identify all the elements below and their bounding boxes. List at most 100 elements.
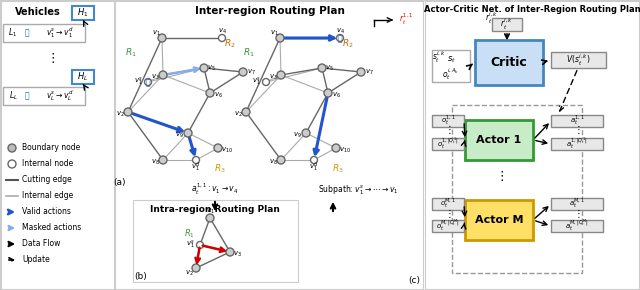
Circle shape xyxy=(277,71,285,79)
Circle shape xyxy=(276,34,284,42)
Circle shape xyxy=(206,214,214,222)
Text: $a_t^{M,|Q_t^M|}$: $a_t^{M,|Q_t^M|}$ xyxy=(565,218,589,234)
Circle shape xyxy=(242,108,250,116)
Text: $R_1$: $R_1$ xyxy=(125,47,137,59)
Circle shape xyxy=(277,156,285,164)
Text: 🚙: 🚙 xyxy=(25,92,29,101)
Circle shape xyxy=(8,144,16,152)
Text: $v_4$: $v_4$ xyxy=(218,26,227,36)
Text: Internal edge: Internal edge xyxy=(22,191,73,200)
Circle shape xyxy=(145,79,152,86)
Text: Masked actions: Masked actions xyxy=(22,224,81,233)
Text: Actor 1: Actor 1 xyxy=(476,135,522,145)
Text: $s_t^{i,k}$: $s_t^{i,k}$ xyxy=(432,50,446,66)
Text: $v_L^s \rightarrow v_L^d$: $v_L^s \rightarrow v_L^d$ xyxy=(46,88,74,104)
Text: $v_9$: $v_9$ xyxy=(292,130,301,139)
Ellipse shape xyxy=(182,36,238,100)
Text: Intra-region Routing Plan: Intra-region Routing Plan xyxy=(150,204,280,213)
Circle shape xyxy=(310,157,317,164)
Circle shape xyxy=(302,129,310,137)
Text: $v_{10}$: $v_{10}$ xyxy=(339,145,351,155)
Circle shape xyxy=(8,160,16,168)
Text: $⋮$: $⋮$ xyxy=(444,124,452,137)
Circle shape xyxy=(218,35,225,41)
Text: 🚙: 🚙 xyxy=(25,28,29,37)
Text: $o_t^{i,A_k}$: $o_t^{i,A_k}$ xyxy=(442,66,460,82)
Text: $H_L$: $H_L$ xyxy=(77,71,88,83)
FancyBboxPatch shape xyxy=(432,198,464,210)
Bar xyxy=(425,1,639,289)
Text: $v_8$: $v_8$ xyxy=(269,157,278,166)
Circle shape xyxy=(159,156,167,164)
Circle shape xyxy=(332,144,340,152)
Text: $v_3$: $v_3$ xyxy=(269,72,277,81)
Text: $v_1^s$: $v_1^s$ xyxy=(186,239,195,251)
Ellipse shape xyxy=(164,122,228,174)
Text: $v_2$: $v_2$ xyxy=(234,109,243,119)
Text: $v_1^s \rightarrow v_1^d$: $v_1^s \rightarrow v_1^d$ xyxy=(46,26,74,40)
Ellipse shape xyxy=(282,122,346,174)
Text: $v_1^d$: $v_1^d$ xyxy=(191,160,201,174)
Ellipse shape xyxy=(241,45,305,125)
Text: Valid actions: Valid actions xyxy=(22,208,71,217)
Text: Actor-Critic Net. of Inter-Region Routing Plan: Actor-Critic Net. of Inter-Region Routin… xyxy=(424,6,640,14)
Text: $o_t^{1,1}$: $o_t^{1,1}$ xyxy=(440,114,456,128)
Circle shape xyxy=(192,264,200,272)
Text: $v_5$: $v_5$ xyxy=(207,64,216,72)
Text: $v_2$: $v_2$ xyxy=(184,269,193,278)
Text: 🚙: 🚙 xyxy=(146,79,150,88)
Text: $v_6$: $v_6$ xyxy=(214,90,223,99)
Text: $R_2$: $R_2$ xyxy=(225,38,236,50)
FancyBboxPatch shape xyxy=(551,52,606,68)
Circle shape xyxy=(206,89,214,97)
Circle shape xyxy=(357,68,365,76)
Text: $v_1^s$: $v_1^s$ xyxy=(134,76,143,88)
Circle shape xyxy=(318,64,326,72)
FancyBboxPatch shape xyxy=(432,115,464,127)
Text: $⋮$: $⋮$ xyxy=(495,169,504,183)
Circle shape xyxy=(324,89,332,97)
Text: $R_3$: $R_3$ xyxy=(214,163,226,175)
Text: Subpath: $v_1^s \rightarrow \cdots \rightarrow v_1$: Subpath: $v_1^s \rightarrow \cdots \righ… xyxy=(317,184,398,197)
Text: $⋮$: $⋮$ xyxy=(444,206,452,220)
Circle shape xyxy=(214,144,222,152)
Circle shape xyxy=(158,34,166,42)
FancyBboxPatch shape xyxy=(465,200,533,240)
FancyBboxPatch shape xyxy=(432,220,464,232)
Circle shape xyxy=(200,64,208,72)
Circle shape xyxy=(193,157,200,164)
Text: $L_1$: $L_1$ xyxy=(8,27,17,39)
Circle shape xyxy=(124,108,132,116)
Circle shape xyxy=(262,79,269,86)
Text: $R_1$: $R_1$ xyxy=(243,47,255,59)
Text: Internal node: Internal node xyxy=(22,160,73,168)
FancyBboxPatch shape xyxy=(492,18,522,31)
Text: $v_8$: $v_8$ xyxy=(150,157,159,166)
Text: $R_1$: $R_1$ xyxy=(184,228,195,240)
FancyBboxPatch shape xyxy=(3,87,85,105)
Text: $s_t$: $s_t$ xyxy=(447,55,456,65)
Text: $v_1$: $v_1$ xyxy=(269,28,278,38)
Text: 🚙: 🚙 xyxy=(338,35,342,44)
Text: (b): (b) xyxy=(134,271,147,280)
Text: $⋮$: $⋮$ xyxy=(45,51,54,65)
FancyBboxPatch shape xyxy=(72,6,94,20)
Text: $v_1^d$: $v_1^d$ xyxy=(309,160,319,174)
FancyBboxPatch shape xyxy=(465,120,533,160)
Bar xyxy=(115,1,423,289)
Bar xyxy=(133,200,298,282)
Text: Cutting edge: Cutting edge xyxy=(22,175,72,184)
Text: $v_7$: $v_7$ xyxy=(365,67,373,77)
Text: $v_2$: $v_2$ xyxy=(116,109,124,119)
Text: $v_1^s$: $v_1^s$ xyxy=(252,76,260,88)
Text: $a_t^{1,1}$: $a_t^{1,1}$ xyxy=(570,114,584,128)
Text: $H_1$: $H_1$ xyxy=(77,7,89,19)
Circle shape xyxy=(226,248,234,256)
FancyBboxPatch shape xyxy=(551,220,603,232)
Text: $v_4$: $v_4$ xyxy=(335,26,344,36)
Text: $L_L$: $L_L$ xyxy=(8,90,17,102)
Text: Boundary node: Boundary node xyxy=(22,144,80,153)
Ellipse shape xyxy=(300,36,356,100)
FancyBboxPatch shape xyxy=(3,24,85,42)
Circle shape xyxy=(159,71,167,79)
